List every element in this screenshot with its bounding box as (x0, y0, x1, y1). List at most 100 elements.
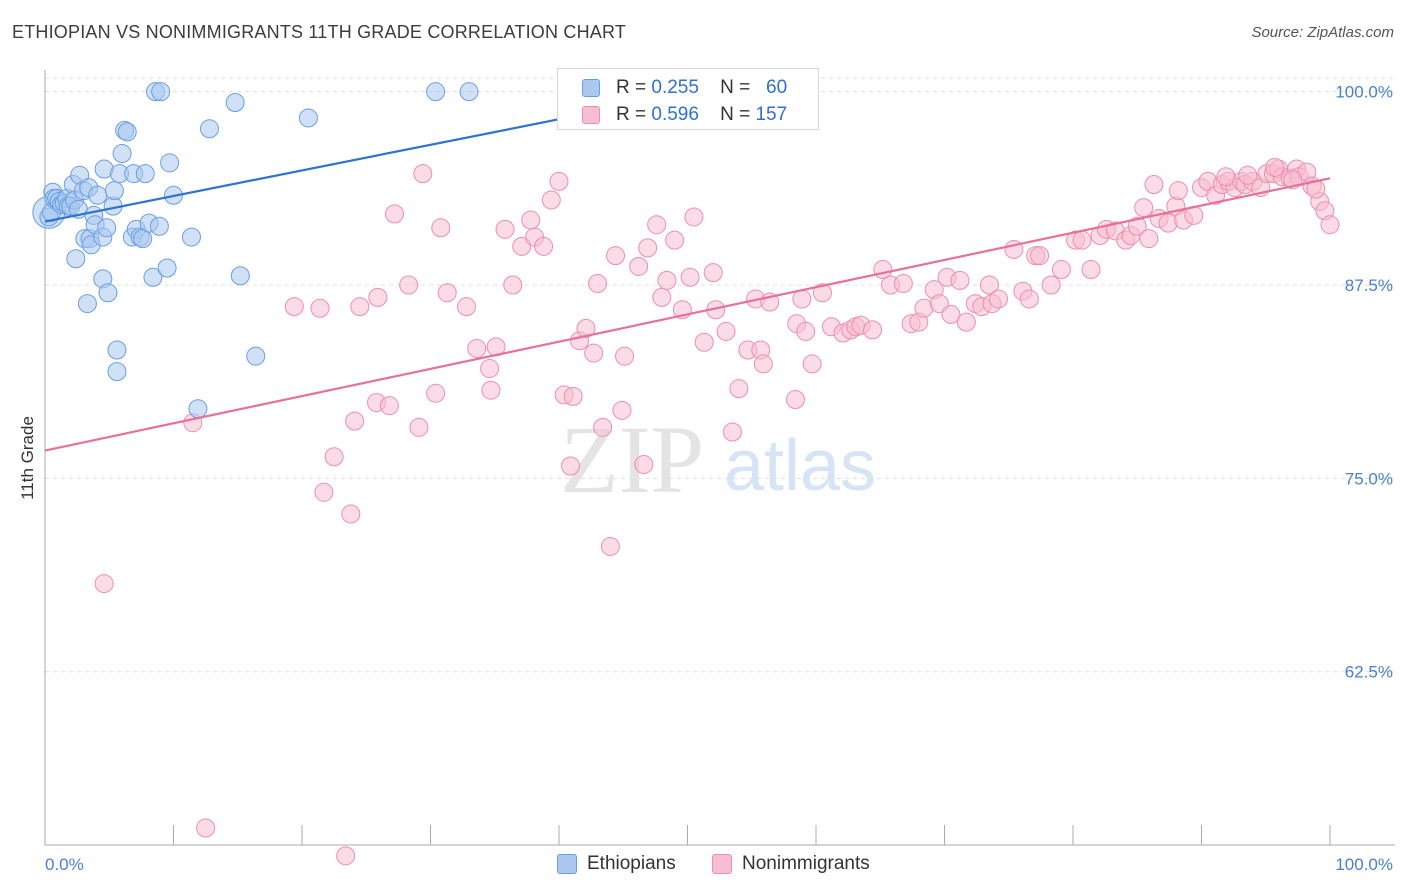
nonimmigrants-point (1158, 213, 1178, 233)
nonimmigrants-point (1127, 216, 1147, 236)
ethiopians-point (143, 267, 163, 287)
nonimmigrants-point (431, 218, 451, 238)
legend-n-value: 60 (766, 77, 788, 98)
legend-n-value: 157 (755, 104, 788, 125)
legend-r-label: R = (616, 104, 647, 125)
nonimmigrants-point (1081, 260, 1101, 280)
legend-r-value: 0.255 (651, 77, 699, 98)
nonimmigrants-point (549, 171, 569, 191)
legend-text-ethiopians: R = 0.255 N = 60 (616, 77, 787, 99)
series-swatch-nonimmigrants (712, 854, 732, 874)
nonimmigrants-point (426, 383, 446, 403)
nonimmigrants-point (703, 263, 723, 283)
trend-lines (44, 116, 1331, 452)
nonimmigrants-point (988, 289, 1008, 309)
nonimmigrants-point (1168, 181, 1188, 201)
ethiopians-point (181, 227, 201, 247)
series-legend: Ethiopians Nonimmigrants (0, 852, 1406, 878)
nonimmigrants-trend-line (44, 177, 1331, 452)
ethiopians-point (97, 218, 117, 238)
nonimmigrants-point (612, 400, 632, 420)
nonimmigrants-point (1144, 174, 1164, 194)
ethiopians-point (149, 216, 169, 236)
source-label: Source: ZipAtlas.com (1251, 24, 1394, 41)
nonimmigrants-point (495, 219, 515, 239)
y-tick-label: 75.0% (1345, 469, 1393, 488)
chart-title: ETHIOPIAN VS NONIMMIGRANTS 11TH GRADE CO… (12, 22, 627, 42)
nonimmigrants-point (310, 298, 330, 318)
ethiopians-point (104, 181, 124, 201)
ethiopians-point (230, 266, 250, 286)
nonimmigrants-point (863, 320, 883, 340)
nonimmigrants-point (694, 332, 714, 352)
legend-text-nonimmigrants: R = 0.596 N = 157 (616, 104, 787, 126)
nonimmigrants-point (893, 273, 913, 293)
legend-swatch-nonimmigrants (582, 106, 600, 124)
nonimmigrants-point (629, 256, 649, 276)
nonimmigrants-point (979, 275, 999, 295)
watermark-zip: ZIP (560, 406, 704, 513)
nonimmigrants-point (1051, 260, 1071, 280)
nonimmigrants-point (1072, 230, 1092, 250)
nonimmigrants-point (722, 422, 742, 442)
nonimmigrants-point (716, 321, 736, 341)
nonimmigrants-point (665, 230, 685, 250)
nonimmigrants-point (680, 267, 700, 287)
legend-swatch-ethiopians (582, 79, 600, 97)
nonimmigrants-point (336, 846, 356, 866)
nonimmigrants-point (1139, 229, 1159, 249)
ethiopians-point (157, 258, 177, 278)
ethiopians-point (88, 185, 108, 205)
ethiopians-point (298, 108, 318, 128)
ethiopians-point (66, 249, 86, 269)
nonimmigrants-point (1019, 289, 1039, 309)
nonimmigrants-point (1265, 157, 1285, 177)
nonimmigrants-point (785, 389, 805, 409)
nonimmigrants-point (541, 190, 561, 210)
nonimmigrants-point (638, 238, 658, 258)
nonimmigrants-point (409, 417, 429, 437)
nonimmigrants-point (576, 318, 596, 338)
ethiopians-point (199, 119, 219, 139)
ethiopians-point (77, 294, 97, 314)
nonimmigrants-points (94, 157, 1340, 866)
nonimmigrants-point (729, 379, 749, 399)
legend-n-label: N = (720, 77, 751, 98)
nonimmigrants-point (684, 207, 704, 227)
nonimmigrants-point (606, 246, 626, 266)
legend-r-value: 0.596 (651, 104, 699, 125)
nonimmigrants-point (1041, 275, 1061, 295)
ethiopians-trend-line (44, 116, 566, 223)
x-tick-label: 0.0% (45, 855, 84, 874)
nonimmigrants-point (584, 343, 604, 363)
nonimmigrants-point (437, 283, 457, 303)
nonimmigrants-point (196, 818, 216, 838)
y-tick-label: 100.0% (1335, 83, 1393, 102)
nonimmigrants-point (521, 210, 541, 230)
nonimmigrants-point (561, 456, 581, 476)
correlation-legend: R = 0.255 N = 60 R = 0.596 N = 157 (557, 68, 819, 130)
nonimmigrants-point (615, 346, 635, 366)
nonimmigrants-point (1216, 167, 1236, 187)
nonimmigrants-point (796, 321, 816, 341)
nonimmigrants-point (1306, 179, 1326, 199)
nonimmigrants-point (94, 574, 114, 594)
ethiopians-point (112, 144, 132, 164)
nonimmigrants-point (1238, 165, 1258, 185)
ethiopians-point (151, 82, 171, 102)
ethiopians-point (160, 153, 180, 173)
nonimmigrants-point (956, 312, 976, 332)
nonimmigrants-point (812, 283, 832, 303)
nonimmigrants-point (563, 386, 583, 406)
nonimmigrants-point (634, 454, 654, 474)
nonimmigrants-point (399, 275, 419, 295)
tick-labels: 100.0% 87.5% 75.0% 62.5% 0.0% 100.0% (45, 83, 1393, 874)
legend-r-label: R = (616, 77, 647, 98)
ethiopians-point (225, 92, 245, 112)
grid-lines (45, 77, 1395, 673)
ethiopians-point (459, 82, 479, 102)
nonimmigrants-point (534, 236, 554, 256)
ethiopians-points (32, 82, 479, 419)
nonimmigrants-point (345, 411, 365, 431)
